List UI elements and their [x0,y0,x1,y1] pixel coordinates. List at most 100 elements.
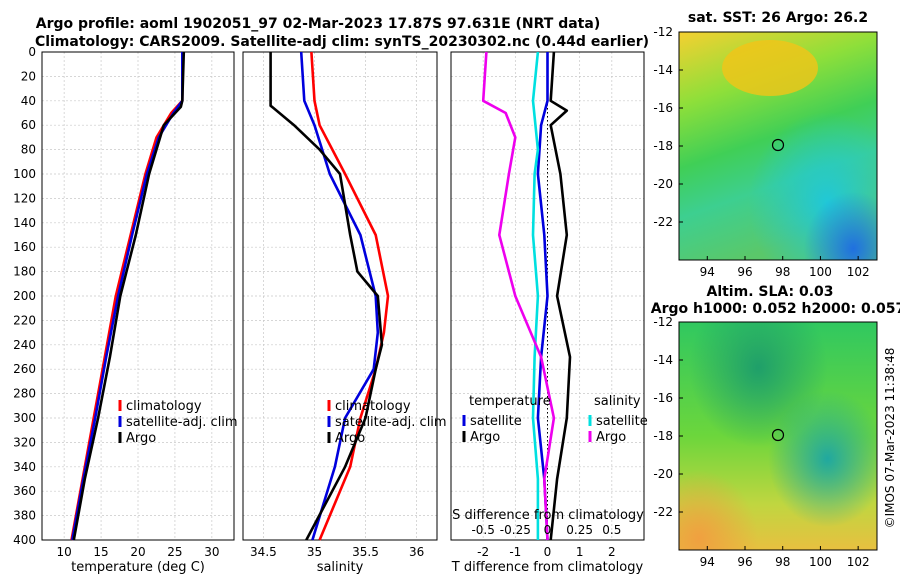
x-tick-label: 10 [57,545,72,559]
x-tick-label: 35.5 [352,545,379,559]
y-tick-label: 200 [13,289,36,303]
map-y-tick-label: -18 [653,139,673,153]
sla-map-title-line2: Argo h1000: 0.052 h2000: 0.057 [651,301,900,317]
map-y-tick-label: -12 [653,25,673,39]
map-y-tick-label: -14 [653,353,673,367]
map-x-tick-label: 98 [775,555,790,569]
map-x-tick-label: 98 [775,265,790,279]
y-tick-label: 260 [13,362,36,376]
temperature-profile: 10 15 20 25 30020406080100120140160180200220… [13,45,238,575]
legend-label: Argo [126,431,156,446]
map-y-tick-label: -22 [653,215,673,229]
y-tick-label: 220 [13,313,36,327]
sst-map-title: sat. SST: 26 Argo: 26.2 [688,10,868,26]
x2-tick-label: 0.5 [602,523,621,537]
x-axis-label: temperature (deg C) [71,560,205,575]
series-line [531,51,540,540]
map-x-tick-label: 96 [737,555,752,569]
x-tick-label: 0 [544,545,552,559]
sla-argo-marker [771,428,785,442]
series-line [536,52,549,541]
x-tick-label: 20 [130,545,145,559]
y-tick-label: 80 [21,143,36,157]
x-tick-label: -2 [477,545,489,559]
x-tick-label: 30 [204,545,219,559]
x2-axis-label: S difference from climatology [452,508,644,523]
legend-label: climatology [126,399,202,414]
map-y-tick-label: -14 [653,63,673,77]
series-line [481,51,556,541]
y-tick-label: 100 [13,167,36,181]
x-tick-label: 15 [93,545,108,559]
map-x-tick-label: 94 [700,555,715,569]
map-x-tick-label: 102 [847,265,870,279]
map-y-tick-label: -16 [653,391,673,405]
sla-map-title-line1: Altim. SLA: 0.03 [706,284,833,300]
salinity-profile: 34.5 35 35.5 36 salinity climatologysatellite… [242,51,447,575]
y-tick-label: 120 [13,191,36,205]
legend-label: satellite [596,414,648,429]
y-tick-label: 280 [13,387,36,401]
y-tick-label: 60 [21,118,36,132]
plot-frame [41,51,235,541]
map-y-tick-label: -20 [653,177,673,191]
timestamp: ©IMOS 07-Mar-2023 11:38:48 [883,348,897,529]
map-x-tick-label: 94 [700,265,715,279]
y-tick-label: 300 [13,411,36,425]
x-tick-label: -1 [509,545,521,559]
x-tick-label: 34.5 [250,545,277,559]
x2-tick-label: -0.5 [471,523,494,537]
main-title-line1: Argo profile: aoml 1902051_97 02-Mar-202… [36,16,600,32]
map-x-tick-label: 100 [809,555,832,569]
sst-map: 94 96 98 100 102 -12 -14 -16 -18 -20 -22 [653,25,878,279]
map-y-tick-label: -16 [653,101,673,115]
y-tick-label: 340 [13,460,36,474]
legend-label: satellite-adj. clim [335,415,447,430]
series-line [71,52,184,541]
series-line [549,51,572,541]
legend-label: Argo [470,430,500,445]
series-line [310,51,390,541]
series-line [72,51,186,541]
y-tick-label: 400 [13,533,36,547]
x-axis-label: salinity [317,560,364,575]
sst-cold-patch [679,32,877,260]
y-tick-label: 360 [13,484,36,498]
y-tick-label: 140 [13,216,36,230]
map-x-tick-label: 102 [847,555,870,569]
legend-label: Argo [596,430,626,445]
legend-title-temperature: temperature [469,394,551,409]
y-tick-label: 240 [13,338,36,352]
sla-map: 94 96 98 100 102 -12 -14 -16 -18 -20 -22 [653,315,878,569]
map-y-tick-label: -12 [653,315,673,329]
legend-label: satellite-adj. clim [126,415,238,430]
y-tick-label: 180 [13,265,36,279]
legend-label: satellite [470,414,522,429]
main-title-line2: Climatology: CARS2009. Satellite-adj cli… [35,34,649,50]
legend-title-salinity: salinity [594,394,641,409]
series-line [299,51,380,541]
y-tick-label: 160 [13,240,36,254]
x2-tick-label: -0.25 [500,523,531,537]
y-tick-label: 0 [28,45,36,59]
y-tick-label: 320 [13,435,36,449]
x2-tick-label: 0 [544,523,552,537]
x-tick-label: 35 [307,545,322,559]
x-tick-label: 2 [608,545,616,559]
x-tick-label: 36 [409,545,424,559]
difference-profile: -2 -1 0 1 2T difference from climatology temp… [450,51,648,575]
map-x-tick-label: 96 [737,265,752,279]
map-y-tick-label: -18 [653,429,673,443]
y-tick-label: 20 [21,69,36,83]
map-y-tick-label: -20 [653,467,673,481]
legend-label: climatology [335,399,411,414]
x-tick-label: 25 [167,545,182,559]
map-x-tick-label: 100 [809,265,832,279]
x-axis-label: T difference from climatology [451,560,644,575]
map-y-tick-label: -22 [653,505,673,519]
x-tick-label: 1 [576,545,584,559]
legend-label: Argo [335,431,365,446]
plot-frame [242,51,438,541]
sst-argo-marker [771,138,785,152]
